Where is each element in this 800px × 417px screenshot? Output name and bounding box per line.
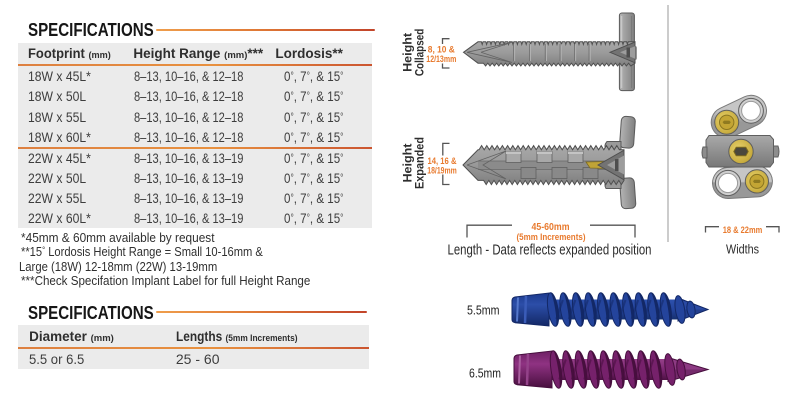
svg-text:8, 10 &: 8, 10 & <box>428 45 455 56</box>
svg-text:6.5mm: 6.5mm <box>469 366 501 381</box>
svg-text:Length - Data reflects expande: Length - Data reflects expanded position <box>448 243 652 259</box>
svg-text:18 & 22mm: 18 & 22mm <box>723 225 763 236</box>
svg-text:Widths: Widths <box>726 243 759 257</box>
svg-text:Height: Height <box>403 33 415 72</box>
svg-text:45-60mm: 45-60mm <box>532 222 570 233</box>
svg-text:18/19mm: 18/19mm <box>427 165 457 176</box>
svg-text:Collapsed: Collapsed <box>415 29 427 77</box>
svg-text:12/13mm: 12/13mm <box>426 54 456 65</box>
svg-text:Height: Height <box>403 143 415 182</box>
svg-text:Expanded: Expanded <box>415 137 427 189</box>
svg-text:5.5mm: 5.5mm <box>467 303 500 318</box>
svg-text:14, 16 &: 14, 16 & <box>428 156 457 167</box>
svg-text:(5mm Increments): (5mm Increments) <box>517 232 586 243</box>
